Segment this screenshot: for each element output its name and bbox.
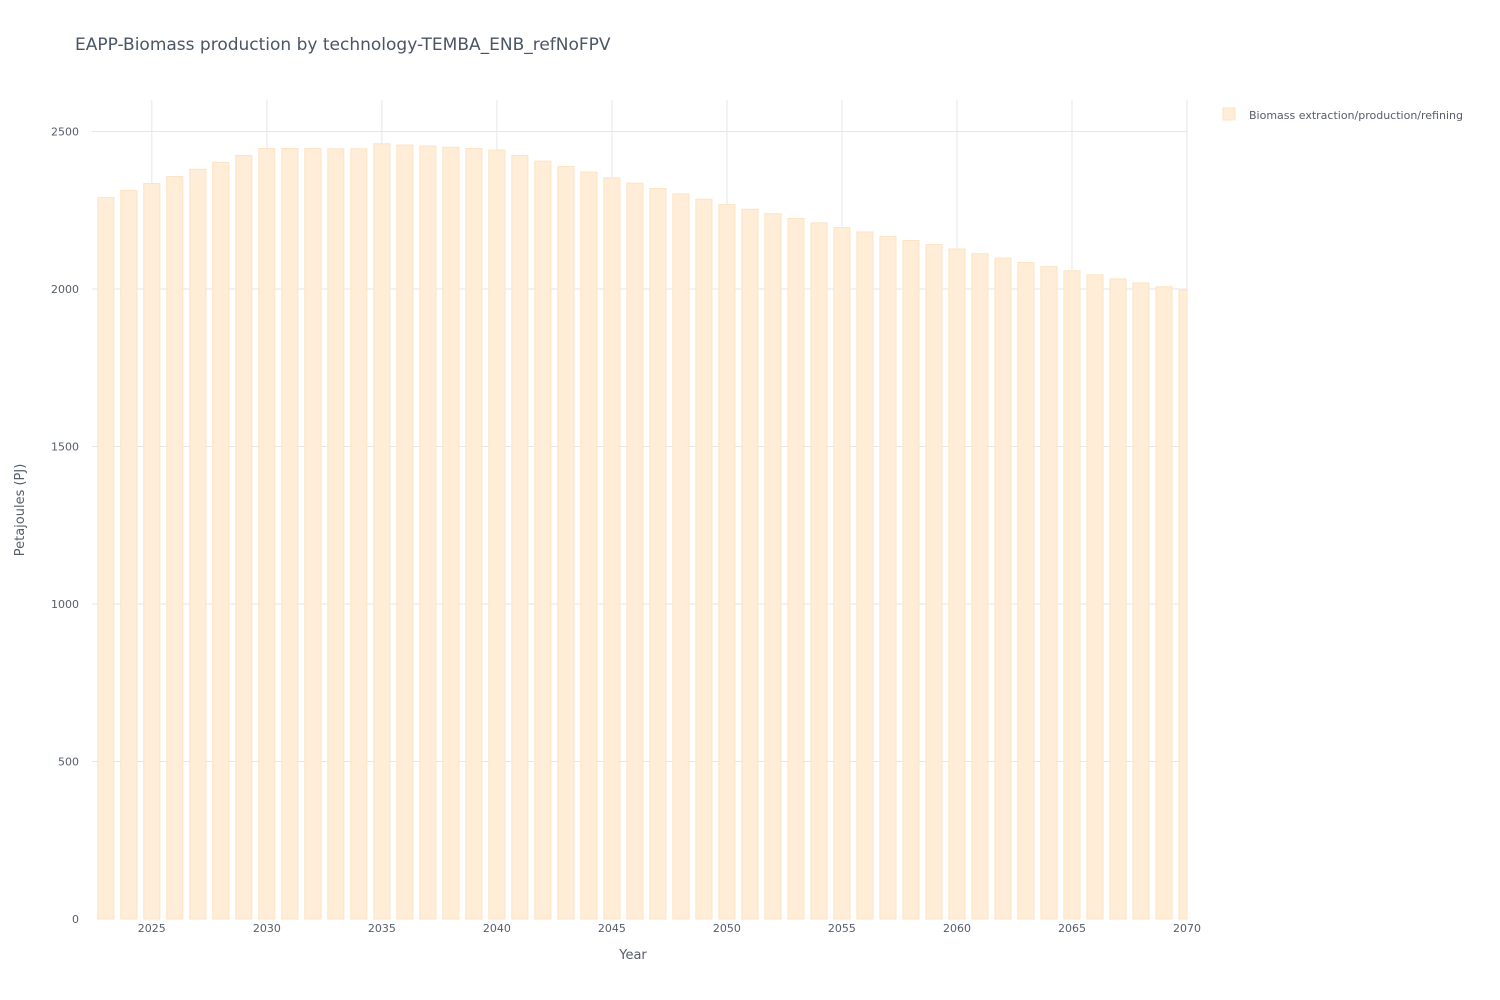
x-tick-label: 2060: [943, 922, 971, 935]
bar-2062[interactable]: [994, 257, 1012, 920]
bar-2064[interactable]: [1040, 266, 1058, 920]
x-tick-label: 2045: [598, 922, 626, 935]
bar-2065[interactable]: [1063, 270, 1081, 920]
bar-2023[interactable]: [97, 197, 115, 920]
bar-2042[interactable]: [534, 160, 552, 920]
x-tick-label: 2030: [253, 922, 281, 935]
y-axis-ticks: 0 500 1000 1500 2000 2500: [51, 126, 79, 927]
bar-2028[interactable]: [212, 161, 230, 920]
bar-2057[interactable]: [879, 235, 897, 920]
bar-2068[interactable]: [1132, 282, 1150, 920]
bar-2044[interactable]: [580, 171, 598, 920]
legend-swatch: [1222, 107, 1236, 121]
bar-2046[interactable]: [626, 182, 644, 920]
bar-2066[interactable]: [1086, 274, 1104, 920]
x-axis-ticks: 2025 2030 2035 2040 2045 2050 2055 2060 2065 2070: [138, 922, 1201, 935]
x-tick-label: 2035: [368, 922, 396, 935]
bar-2055[interactable]: [833, 227, 851, 920]
bar-2043[interactable]: [557, 165, 575, 920]
chart-title: EAPP-Biomass production by technology-TE…: [75, 35, 611, 55]
y-tick-label: 2500: [51, 126, 79, 139]
y-tick-label: 1000: [51, 598, 79, 611]
bar-2037[interactable]: [419, 145, 437, 920]
x-tick-label: 2055: [828, 922, 856, 935]
legend[interactable]: Biomass extraction/production/refining: [1222, 107, 1463, 122]
bar-2039[interactable]: [465, 148, 483, 920]
bar-2052[interactable]: [764, 213, 782, 920]
bar-2036[interactable]: [396, 144, 414, 920]
bar-2033[interactable]: [327, 148, 345, 920]
bar-2069[interactable]: [1155, 286, 1173, 920]
bar-2027[interactable]: [189, 168, 207, 920]
y-tick-label: 2000: [51, 283, 79, 296]
bar-2050[interactable]: [718, 204, 736, 920]
x-axis-label: Year: [618, 948, 647, 963]
bar-2063[interactable]: [1017, 262, 1035, 920]
bar-2030[interactable]: [258, 148, 276, 920]
y-axis-label: Petajoules (PJ): [13, 464, 28, 557]
bar-2026[interactable]: [166, 176, 184, 920]
bars: [97, 143, 1188, 920]
bar-2024[interactable]: [120, 189, 138, 920]
y-tick-label: 0: [72, 913, 79, 926]
bar-2047[interactable]: [649, 188, 667, 920]
bar-2025[interactable]: [143, 182, 161, 920]
y-tick-label: 500: [58, 756, 79, 769]
bar-2056[interactable]: [856, 231, 874, 920]
bar-2045[interactable]: [603, 177, 621, 920]
bar-2035[interactable]: [373, 143, 391, 920]
bar-2040[interactable]: [488, 149, 506, 920]
bar-2058[interactable]: [902, 239, 920, 920]
bar-2029[interactable]: [235, 154, 253, 920]
x-tick-label: 2025: [138, 922, 166, 935]
bar-2048[interactable]: [672, 193, 690, 920]
bar-2067[interactable]: [1109, 278, 1127, 920]
bar-2051[interactable]: [741, 208, 759, 920]
bar-2032[interactable]: [304, 148, 322, 920]
bar-2049[interactable]: [695, 198, 713, 920]
x-tick-label: 2040: [483, 922, 511, 935]
bar-2061[interactable]: [971, 253, 989, 920]
bar-2059[interactable]: [925, 244, 943, 920]
bar-2034[interactable]: [350, 148, 368, 920]
bar-2060[interactable]: [948, 248, 966, 920]
x-tick-label: 2050: [713, 922, 741, 935]
bar-2054[interactable]: [810, 222, 828, 920]
bar-2070[interactable]: [1178, 289, 1188, 920]
legend-label: Biomass extraction/production/refining: [1249, 109, 1463, 122]
bar-2038[interactable]: [442, 146, 460, 920]
y-tick-label: 1500: [51, 441, 79, 454]
bar-2041[interactable]: [511, 154, 529, 920]
x-tick-label: 2065: [1058, 922, 1086, 935]
bar-2031[interactable]: [281, 148, 299, 920]
x-tick-label: 2070: [1173, 922, 1201, 935]
bar-2053[interactable]: [787, 217, 805, 920]
